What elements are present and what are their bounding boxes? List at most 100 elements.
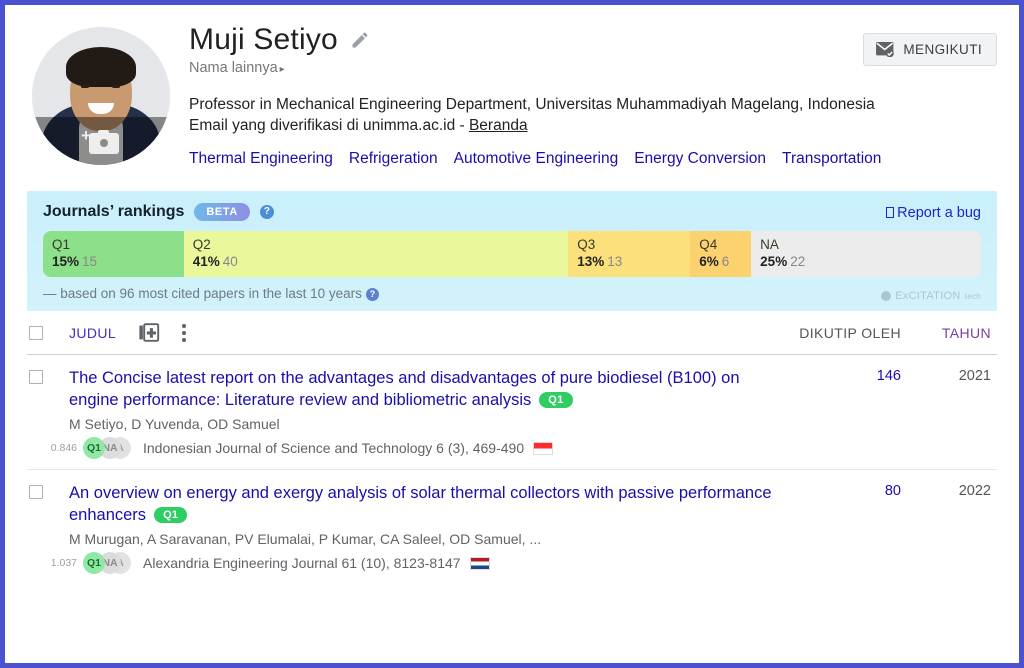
avatar[interactable]: + — [32, 27, 170, 165]
bug-icon — [886, 207, 895, 218]
rank-segment-q1[interactable]: Q1 15% 15 — [43, 231, 184, 277]
follow-button-label: MENGIKUTI — [903, 42, 982, 57]
country-flag-netherlands-icon — [469, 556, 490, 570]
metric-badge-q1: Q1 — [83, 437, 105, 459]
rank-segment-q4[interactable]: Q4 6% 6 — [690, 231, 752, 277]
add-to-library-icon[interactable] — [138, 322, 160, 343]
camera-plus-icon: + — [81, 127, 121, 154]
rank-segment-count: 22 — [790, 254, 806, 269]
interest-link-4[interactable]: Transportation — [782, 150, 882, 167]
report-a-bug-link[interactable]: Report a bug — [886, 205, 981, 221]
cited-by-column-header[interactable]: DIKUTIP OLEH — [799, 324, 901, 341]
email-line: Email yang diverifikasi di unimma.ac.id … — [189, 115, 997, 136]
excitation-brand-suffix: tech — [964, 291, 981, 301]
rankings-footnote-text: — based on 96 most cited papers in the l… — [43, 286, 362, 301]
rank-segment-percent: 15% — [52, 254, 80, 269]
row-checkbox[interactable] — [29, 370, 43, 384]
chevron-right-icon: ▸ — [279, 64, 285, 75]
globe-icon — [881, 291, 892, 301]
profile-photo — [32, 27, 170, 165]
rankings-header: Journals’ rankings BETA ? — [43, 203, 981, 221]
title-column-header: JUDUL — [43, 322, 791, 343]
homepage-link[interactable]: Beranda — [468, 117, 528, 134]
journals-rankings-panel: Journals’ rankings BETA ? Report a bug Q… — [27, 191, 997, 311]
article-journal-line: 1.037 Q1 NA A Alexandria Engineering Jou… — [51, 552, 791, 574]
edit-pencil-icon[interactable] — [350, 30, 370, 50]
quartile-badge: Q1 — [539, 392, 573, 408]
help-icon[interactable]: ? — [259, 205, 274, 219]
interest-link-2[interactable]: Automotive Engineering — [453, 150, 619, 167]
article-info: An overview on energy and exergy analysi… — [43, 482, 791, 574]
rankings-footnote: — based on 96 most cited papers in the l… — [43, 286, 981, 301]
interest-link-0[interactable]: Thermal Engineering — [189, 150, 333, 167]
metric-badge-na: NA — [99, 552, 121, 574]
articles-table: JUDUL DIKUTIP OLEH TAHUN The Co — [27, 311, 997, 584]
article-title-link[interactable]: The Concise latest report on the advanta… — [69, 369, 740, 409]
email-verified-text: Email yang diverifikasi di unimma.ac.id … — [189, 117, 469, 134]
metric-badge-q1: Q1 — [83, 552, 105, 574]
row-checkbox[interactable] — [29, 485, 43, 499]
affiliation-block: Professor in Mechanical Engineering Depa… — [189, 94, 997, 136]
rank-segment-label: Q4 — [699, 237, 718, 252]
rank-segment-label: NA — [760, 237, 779, 252]
journal-citation: Indonesian Journal of Science and Techno… — [143, 440, 525, 456]
follow-button[interactable]: MENGIKUTI — [863, 33, 997, 66]
rank-segment-label: Q3 — [577, 237, 596, 252]
metric-badges: Q1 NA A — [83, 437, 131, 459]
rank-segment-na[interactable]: NA 25% 22 — [751, 231, 981, 277]
publication-year: 2021 — [958, 368, 991, 384]
rank-segment-count: 40 — [222, 254, 238, 269]
journal-citation: Alexandria Engineering Journal 61 (10), … — [143, 555, 461, 571]
profile-header: + Muji Setiyo Nama lainnya ▸ Profess — [5, 5, 1019, 175]
year-column-header[interactable]: TAHUN — [941, 324, 991, 341]
article-authors: M Setiyo, D Yuvenda, OD Samuel — [69, 416, 280, 432]
article-journal-line: 0.846 Q1 NA A Indonesian Journal of Scie… — [51, 437, 791, 459]
rank-segment-label: Q1 — [52, 237, 71, 252]
profile-details: Muji Setiyo Nama lainnya ▸ Professor in M… — [175, 21, 997, 169]
metric-badges: Q1 NA A — [83, 552, 131, 574]
rank-segment-percent: 25% — [760, 254, 788, 269]
interest-link-1[interactable]: Refrigeration — [348, 150, 438, 167]
rank-segment-count: 6 — [721, 254, 730, 269]
affiliation-text: Professor in Mechanical Engineering Depa… — [189, 96, 875, 113]
rank-segment-percent: 13% — [577, 254, 605, 269]
rank-segment-percent: 6% — [699, 254, 719, 269]
sort-by-title-link[interactable]: JUDUL — [69, 324, 117, 341]
name-row: Muji Setiyo — [189, 23, 997, 57]
impact-factor: 0.846 — [50, 442, 77, 454]
rank-segment-q2[interactable]: Q2 41% 40 — [183, 231, 569, 277]
more-vert-icon[interactable] — [182, 323, 187, 342]
rank-segment-percent: 41% — [192, 254, 220, 269]
rankings-bar: Q1 15% 15 Q2 41% 40 Q3 13% 13 Q4 6% 6 NA 25%… — [43, 231, 981, 277]
alternate-names[interactable]: Nama lainnya ▸ — [189, 60, 997, 76]
metric-badge-na: NA — [99, 437, 121, 459]
article-authors: M Murugan, A Saravanan, PV Elumalai, P K… — [69, 531, 542, 547]
beta-badge: BETA — [194, 203, 250, 221]
table-row: An overview on energy and exergy analysi… — [27, 470, 997, 584]
article-title-line: The Concise latest report on the advanta… — [69, 367, 791, 411]
impact-factor: 1.037 — [50, 557, 77, 569]
avatar-container: + — [27, 21, 175, 169]
scholar-profile-page: + Muji Setiyo Nama lainnya ▸ Profess — [5, 5, 1019, 663]
alternate-names-label: Nama lainnya — [189, 60, 278, 76]
change-photo-overlay[interactable]: + — [32, 117, 170, 165]
article-title-link[interactable]: An overview on energy and exergy analysi… — [69, 484, 772, 524]
select-all-checkbox[interactable] — [29, 325, 43, 340]
cited-by-count[interactable]: 80 — [884, 483, 901, 499]
quartile-badge: Q1 — [154, 507, 188, 523]
rank-segment-count: 15 — [82, 254, 98, 269]
rank-segment-label: Q2 — [192, 237, 211, 252]
article-info: The Concise latest report on the advanta… — [43, 367, 791, 459]
interest-link-3[interactable]: Energy Conversion — [634, 150, 767, 167]
cited-by-count[interactable]: 146 — [876, 368, 901, 384]
table-header-row: JUDUL DIKUTIP OLEH TAHUN — [27, 311, 997, 355]
table-row: The Concise latest report on the advanta… — [27, 355, 997, 470]
article-title-line: An overview on energy and exergy analysi… — [69, 482, 791, 526]
help-icon-2[interactable]: ? — [365, 288, 379, 301]
mail-check-icon — [876, 42, 895, 58]
report-a-bug-label: Report a bug — [897, 205, 981, 221]
rankings-title: Journals’ rankings — [43, 203, 185, 220]
interests-list: Thermal Engineering Refrigeration Automoti… — [189, 149, 997, 169]
rank-segment-q3[interactable]: Q3 13% 13 — [568, 231, 691, 277]
